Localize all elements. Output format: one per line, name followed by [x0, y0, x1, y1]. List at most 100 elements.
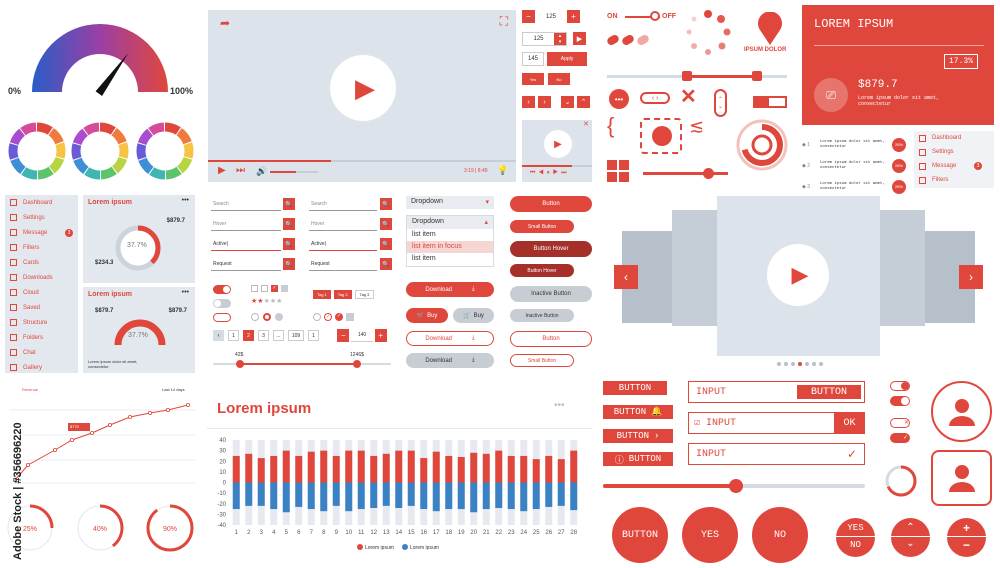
spinner-arrows[interactable]: ▴ ▾: [554, 33, 566, 45]
checkbox-row[interactable]: ✓: [251, 285, 288, 292]
close-x-icon[interactable]: ✕: [680, 86, 697, 108]
carousel-prev-button[interactable]: ‹: [614, 265, 638, 289]
pill-toggles[interactable]: [605, 33, 651, 47]
chevron-down-icon[interactable]: ⌄: [561, 96, 574, 108]
close-icon[interactable]: ✕: [583, 121, 589, 128]
menu-item-dashboard[interactable]: Dashboard: [914, 131, 994, 145]
range-handle[interactable]: [682, 71, 692, 81]
toggle-on[interactable]: [213, 285, 231, 294]
buy-button[interactable]: 🛒 Buy: [406, 308, 448, 323]
slider-handle[interactable]: [729, 479, 743, 493]
search-input[interactable]: Search: [211, 199, 281, 211]
list-item[interactable]: ◆ 2 Lorem ipsum dolor sit amet, consectet…: [802, 157, 907, 175]
minus-button[interactable]: −: [337, 329, 350, 342]
volume-slider[interactable]: [270, 171, 318, 173]
list-item[interactable]: ◆ 1 Lorem ipsum dolor sit amet, consectet…: [802, 136, 907, 154]
chevron-up-icon[interactable]: ⌃: [891, 518, 930, 537]
page-button[interactable]: 109: [288, 330, 304, 341]
dropdown-option[interactable]: list item: [412, 231, 436, 238]
minus-icon[interactable]: −: [962, 538, 970, 552]
search-icon[interactable]: 🔍: [380, 218, 392, 230]
plus-button[interactable]: +: [374, 329, 387, 342]
carousel-slide-active[interactable]: ▶: [717, 196, 880, 356]
switch-toggle[interactable]: [753, 96, 787, 108]
checkbox-row-2[interactable]: ✓ ✓: [313, 313, 354, 321]
search-icon[interactable]: 🔍: [380, 198, 392, 210]
input-button[interactable]: BUTTON: [797, 385, 861, 399]
carousel-slide-prev-2[interactable]: [672, 210, 717, 326]
range-slider[interactable]: [607, 71, 787, 81]
inactive-button[interactable]: Inactive Button: [510, 286, 592, 302]
page-button[interactable]: 2: [243, 330, 254, 341]
slider-knob[interactable]: [650, 11, 660, 21]
range-handle[interactable]: [752, 71, 762, 81]
sidebar-item-cloud[interactable]: Cloud: [5, 285, 78, 300]
checkbox-icon[interactable]: ☑: [694, 418, 701, 429]
button-hover[interactable]: Button Hover: [510, 241, 592, 257]
play-button[interactable]: ▶: [544, 130, 572, 158]
active-input[interactable]: Active|: [211, 239, 281, 251]
price-range-slider[interactable]: [213, 360, 391, 368]
up-down-round-button[interactable]: ⌃ ⌄: [891, 518, 930, 557]
play-small-button[interactable]: ▶: [573, 32, 586, 45]
play-button[interactable]: ▶: [767, 244, 829, 306]
sidebar-item-chat[interactable]: Chat: [5, 345, 78, 360]
plus-minus-round-button[interactable]: + −: [947, 518, 986, 557]
stepper-value[interactable]: 125: [533, 36, 544, 42]
yes-option[interactable]: YES: [836, 518, 875, 537]
no-round-button[interactable]: NO: [752, 507, 808, 563]
apply-button[interactable]: Apply: [547, 52, 587, 66]
download-button-inactive[interactable]: Download ⤓: [406, 353, 494, 368]
tag-chip[interactable]: Tag 1: [313, 290, 331, 299]
search-icon[interactable]: 🔍: [283, 258, 295, 270]
request-input[interactable]: Request: [211, 259, 281, 271]
range-handle[interactable]: [236, 360, 244, 368]
avatar-round[interactable]: [931, 381, 992, 442]
more-icon[interactable]: •••: [181, 289, 189, 296]
round-button[interactable]: BUTTON: [612, 507, 668, 563]
chevron-left-icon[interactable]: ‹: [522, 96, 535, 108]
search-input[interactable]: Search: [309, 199, 377, 211]
grid-icon[interactable]: [607, 160, 629, 182]
chevron-up-icon[interactable]: ⌃: [577, 96, 590, 108]
menu-item-filters[interactable]: Filters: [914, 173, 994, 187]
tag-input[interactable]: Tag 3: [354, 290, 375, 299]
more-icon[interactable]: •••: [554, 400, 565, 411]
stepper-2[interactable]: 125 ▴ ▾: [522, 32, 567, 46]
input-with-check[interactable]: INPUT ✓: [688, 443, 865, 465]
carousel-next-button[interactable]: ›: [959, 265, 983, 289]
no-button[interactable]: No: [548, 73, 570, 85]
sidebar-item-filters[interactable]: Filters: [5, 240, 78, 255]
search-icon[interactable]: 🔍: [283, 198, 295, 210]
flat-button-info[interactable]: ⓘ BUTTON: [603, 452, 673, 466]
quantity-value[interactable]: 140: [351, 329, 373, 342]
mini-player[interactable]: ✕ ▶ ⏮◀⏸▶⏭: [522, 120, 592, 182]
bottom-slider[interactable]: [643, 168, 728, 179]
input-with-button[interactable]: INPUT BUTTON: [688, 381, 865, 403]
video-progress-track[interactable]: [208, 160, 516, 162]
menu-item-settings[interactable]: Settings: [914, 145, 994, 159]
page-button[interactable]: 3: [258, 330, 269, 341]
yes-round-button[interactable]: YES: [682, 507, 738, 563]
hover-input[interactable]: Hover: [309, 219, 377, 231]
menu-item-message[interactable]: Message 3: [914, 159, 994, 173]
switch-check[interactable]: ✓: [890, 433, 910, 443]
fullscreen-icon[interactable]: ⛶: [499, 14, 508, 28]
on-off-slider[interactable]: [625, 16, 660, 18]
toggle-off[interactable]: [213, 299, 231, 308]
dropdown-option-focused[interactable]: list item in focus: [407, 241, 493, 253]
small-button[interactable]: Small Button: [510, 220, 574, 233]
yes-button[interactable]: Yes: [522, 73, 544, 85]
download-button-outline[interactable]: Download ⤓: [406, 331, 494, 346]
lightbulb-icon[interactable]: 💡: [497, 165, 509, 175]
chevron-down-icon[interactable]: ⌄: [906, 538, 915, 549]
carousel-dots[interactable]: [777, 362, 823, 366]
stepper-value[interactable]: 125: [545, 13, 556, 20]
sidebar-item-folders[interactable]: Folders: [5, 330, 78, 345]
flat-button[interactable]: BUTTON: [603, 381, 667, 395]
sidebar-item-gallery[interactable]: Gallery: [5, 360, 78, 375]
no-option[interactable]: NO: [850, 540, 861, 550]
download-button[interactable]: Download ⤓: [406, 282, 494, 297]
chevron-right-icon[interactable]: ›: [538, 96, 551, 108]
left-right-arrows[interactable]: ‹ ›: [640, 92, 670, 104]
